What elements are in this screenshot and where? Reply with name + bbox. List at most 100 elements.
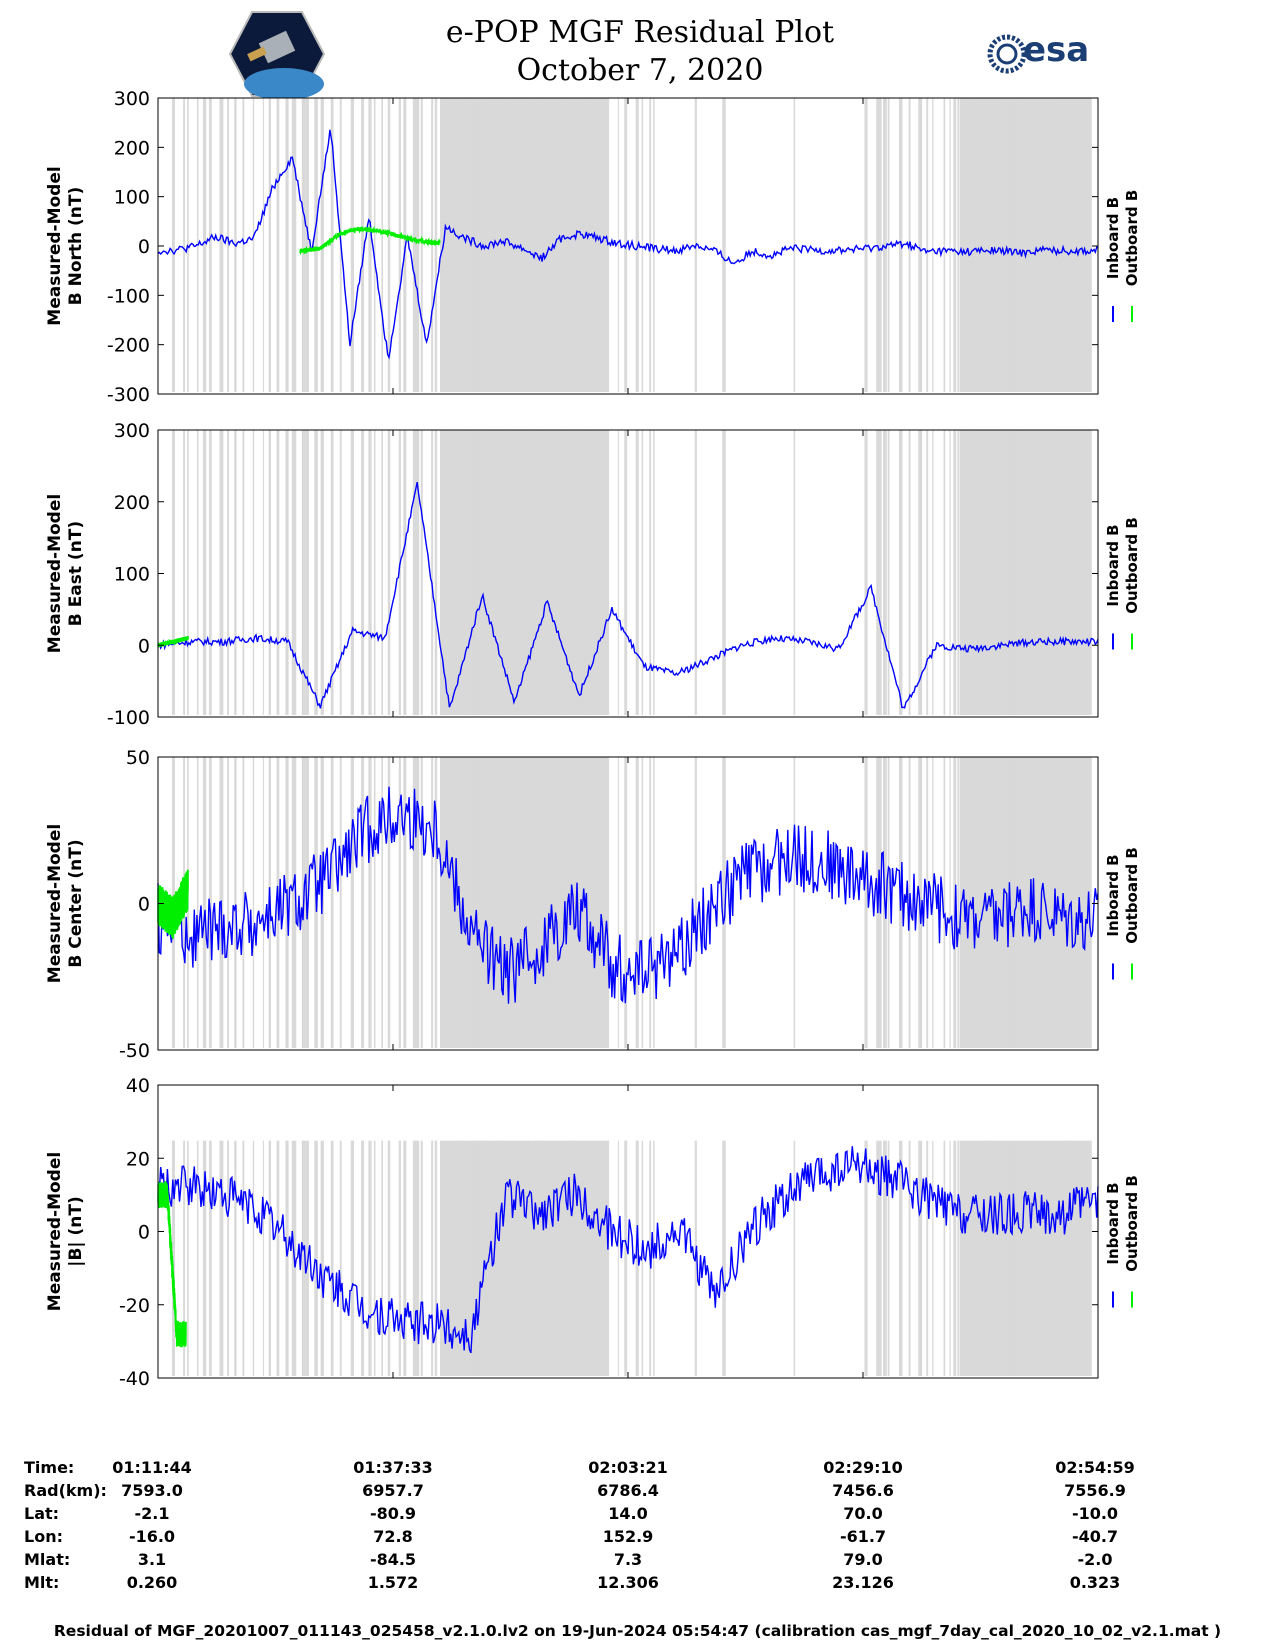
shade-stripe bbox=[589, 98, 593, 392]
shade-stripe bbox=[949, 430, 951, 715]
shade-stripe bbox=[431, 98, 434, 392]
info-cell: 70.0 bbox=[843, 1504, 883, 1523]
shade-stripe bbox=[589, 757, 593, 1048]
shade-stripe bbox=[481, 430, 486, 715]
shade-stripe bbox=[434, 757, 438, 1048]
shade-stripe bbox=[722, 1140, 726, 1376]
shade-stripe bbox=[320, 1140, 324, 1376]
shade-stripe bbox=[918, 430, 923, 715]
shade-stripe bbox=[932, 98, 934, 392]
series-inboard bbox=[157, 481, 1099, 709]
shade-stripe bbox=[1043, 757, 1046, 1048]
shade-stripe bbox=[416, 1140, 420, 1376]
info-row-label: Time: bbox=[24, 1458, 75, 1477]
y-tick-label: 100 bbox=[114, 187, 150, 209]
shade-stripe bbox=[227, 757, 230, 1048]
info-cell: 3.1 bbox=[137, 1550, 167, 1569]
shade-stripe bbox=[908, 1140, 911, 1376]
shade-stripe bbox=[276, 98, 280, 392]
shade-stripe bbox=[1018, 757, 1020, 1048]
shade-stripe bbox=[373, 430, 376, 715]
shade-stripe bbox=[1059, 430, 1063, 715]
y-axis-label-line2: B East (nT) bbox=[66, 521, 86, 626]
legend-outboard-label: Outboard B bbox=[1123, 847, 1141, 944]
shade-stripe bbox=[793, 757, 796, 1048]
y-axis-label-line2: |B| (nT) bbox=[66, 1196, 86, 1267]
shade-stripe bbox=[876, 1140, 880, 1376]
footer-caption: Residual of MGF_20201007_011143_025458_v… bbox=[53, 1622, 1222, 1640]
shade-stripe bbox=[183, 430, 186, 715]
chart-title: e-POP MGF Residual Plot October 7, 2020 bbox=[340, 14, 940, 90]
shade-stripe bbox=[474, 430, 478, 715]
shade-stripe bbox=[499, 98, 503, 392]
shade-stripe bbox=[617, 98, 619, 392]
shade-stripe bbox=[1032, 430, 1035, 715]
shade-stripe bbox=[879, 98, 882, 392]
shade-stripe bbox=[301, 98, 306, 392]
shade-stripe bbox=[876, 430, 880, 715]
y-tick-label: -200 bbox=[107, 335, 150, 357]
shade-stripe bbox=[350, 1140, 355, 1376]
shade-stripe bbox=[1014, 1140, 1018, 1376]
shade-stripe bbox=[431, 1140, 434, 1376]
shade-stripe bbox=[568, 1140, 572, 1376]
legend: Inboard BOutboard B bbox=[1104, 1175, 1141, 1308]
shade-stripe bbox=[1068, 98, 1072, 392]
shade-stripe bbox=[552, 1140, 555, 1376]
shade-stripe bbox=[568, 98, 572, 392]
shade-stripe bbox=[932, 1140, 934, 1376]
series-outboard bbox=[157, 869, 189, 939]
y-axis-label: Measured-ModelB Center (nT) bbox=[45, 824, 86, 983]
shade-stripe bbox=[208, 430, 212, 715]
axes-frame bbox=[157, 97, 1099, 395]
shade-stripe bbox=[537, 430, 541, 715]
shade-stripe bbox=[242, 757, 245, 1048]
shade-stripe bbox=[208, 757, 212, 1048]
shade-stripe bbox=[641, 757, 644, 1048]
shade-stripe bbox=[314, 430, 318, 715]
panel-1: 300 200 100 0 -100 -200 -300 Measured-ModelB No… bbox=[45, 88, 1141, 406]
shade-stripe bbox=[1048, 1140, 1052, 1376]
shade-stripe bbox=[635, 98, 639, 392]
shade-stripe bbox=[183, 98, 186, 392]
shade-stripe bbox=[242, 1140, 245, 1376]
shade-stripe bbox=[1036, 98, 1038, 392]
shade-stripe bbox=[507, 757, 511, 1048]
shade-stripe bbox=[470, 430, 474, 715]
shaded-intervals bbox=[172, 757, 1092, 1048]
legend-labels: Inboard BOutboard B bbox=[1104, 847, 1141, 944]
shade-stripe bbox=[202, 98, 207, 392]
series-outboard bbox=[299, 225, 441, 256]
axes-frame bbox=[157, 429, 1099, 718]
shade-stripe bbox=[534, 757, 539, 1048]
shade-stripe bbox=[291, 1140, 296, 1376]
y-tick-label: -20 bbox=[119, 1295, 150, 1317]
shade-stripe bbox=[485, 757, 490, 1048]
shade-stripe bbox=[1059, 1140, 1063, 1376]
shade-stripe bbox=[219, 98, 224, 392]
shade-stripe bbox=[291, 98, 296, 392]
title-line-2: October 7, 2020 bbox=[516, 53, 764, 88]
shade-stripe bbox=[330, 98, 334, 392]
shade-stripe bbox=[996, 757, 999, 1048]
shade-stripe bbox=[1043, 430, 1046, 715]
shade-stripe bbox=[537, 757, 541, 1048]
y-axis-label-line1: Measured-Model bbox=[45, 494, 65, 653]
legend-inboard-label: Inboard B bbox=[1104, 524, 1122, 606]
esa-logo-text: esa bbox=[1023, 30, 1090, 70]
shade-stripe bbox=[1048, 757, 1052, 1048]
shade-stripe bbox=[596, 98, 599, 392]
y-tick-label: 200 bbox=[114, 492, 150, 514]
legend-inboard-label: Inboard B bbox=[1104, 1182, 1122, 1264]
axes-frame bbox=[157, 1084, 1099, 1379]
shade-stripe bbox=[398, 757, 401, 1048]
shade-stripe bbox=[526, 757, 529, 1048]
shade-stripe bbox=[617, 430, 619, 715]
shade-stripe bbox=[305, 430, 309, 715]
shade-stripe bbox=[607, 98, 610, 392]
shade-stripe bbox=[416, 757, 420, 1048]
shade-stripe bbox=[546, 757, 550, 1048]
shade-stripe bbox=[448, 430, 450, 715]
shade-stripe bbox=[495, 1140, 499, 1376]
shade-stripe bbox=[495, 430, 499, 715]
